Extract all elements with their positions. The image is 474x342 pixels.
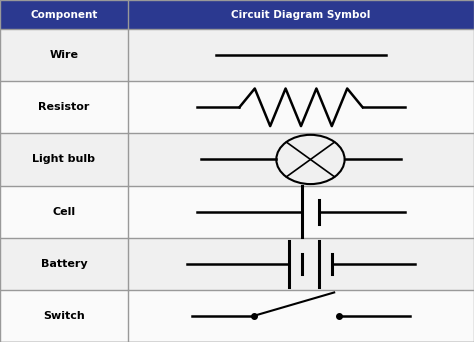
Bar [0,185,474,238]
Bar [0,29,474,81]
Bar [0,133,474,185]
Bar [0,81,474,133]
Bar [0,0,474,29]
Text: Resistor: Resistor [38,102,90,112]
Text: Wire: Wire [49,50,79,60]
Text: Battery: Battery [41,259,87,269]
Bar [0,290,474,342]
Text: Cell: Cell [53,207,75,216]
Text: Circuit Diagram Symbol: Circuit Diagram Symbol [231,10,371,19]
Text: Light bulb: Light bulb [33,155,95,165]
Bar [0,238,474,290]
Text: Component: Component [30,10,98,19]
Text: Switch: Switch [43,311,85,321]
